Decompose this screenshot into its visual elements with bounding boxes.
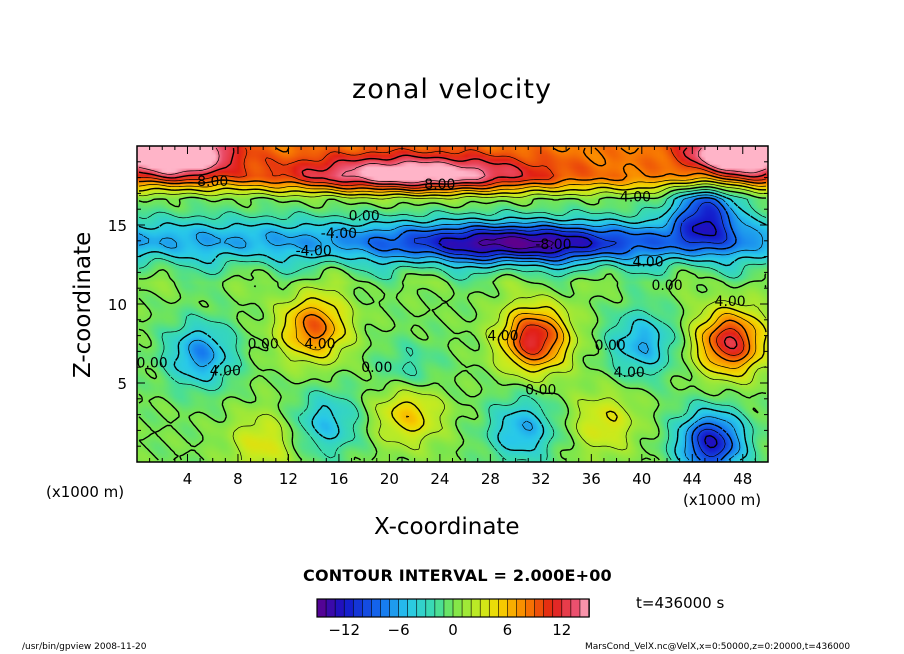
footer-source: MarsCond_VelX.nc@VelX,x=0:50000,z=0:2000… (585, 642, 851, 652)
y-tick-label: 5 (117, 375, 127, 393)
x-tick-label: 44 (683, 470, 702, 488)
x-tick-label: 36 (582, 470, 601, 488)
x-unit-label-left: (x1000 m) (46, 483, 125, 501)
time-label: t=436000 s (636, 594, 725, 612)
footer-command: /usr/bin/gpview 2008-11-20 (22, 642, 147, 652)
colorbar-cell (362, 598, 373, 618)
colorbar-tick-label: −6 (388, 621, 410, 639)
contour-label: 4.00 (715, 294, 746, 310)
contour-line (138, 147, 767, 356)
contour-label: 0.00 (349, 209, 380, 225)
colorbar-cell (543, 598, 554, 618)
contour-line (138, 147, 767, 184)
colorbar-cell (534, 598, 545, 618)
x-unit-label-right: (x1000 m) (683, 491, 762, 509)
colorbar-cell (525, 598, 536, 618)
contour-label: 0.00 (651, 278, 682, 294)
x-tick-label: 24 (430, 470, 449, 488)
colorbar-cell (507, 598, 518, 618)
contour-line (138, 183, 767, 461)
x-tick-label: 12 (279, 470, 298, 488)
contour-line (138, 147, 767, 350)
x-tick-label: 4 (183, 470, 193, 488)
contour-label: 4.00 (487, 329, 518, 345)
contour-label: -4.00 (296, 243, 332, 259)
contour-line (138, 189, 767, 461)
axis-ticks (137, 146, 768, 462)
contour-label: 0.00 (137, 355, 168, 371)
chart-title: zonal velocity (352, 74, 552, 105)
x-tick-label: 32 (531, 470, 550, 488)
contour-line (138, 177, 767, 418)
contour-line (138, 147, 767, 362)
x-tick-label: 40 (632, 470, 651, 488)
contour-line (413, 201, 728, 458)
contour-label: -4.00 (321, 226, 357, 242)
x-tick-label: 28 (481, 470, 500, 488)
colorbar-tick-label: 6 (503, 621, 513, 639)
x-tick-label: 16 (329, 470, 348, 488)
x-tick-label: 8 (233, 470, 243, 488)
colorbar-cell (325, 598, 336, 618)
colorbar-cell (416, 598, 427, 618)
contour-label: 4.00 (210, 363, 241, 379)
colorbar-cell (334, 598, 345, 618)
colorbar: −12 −6 0 6 12 (316, 598, 590, 639)
contour-label: 4.00 (614, 365, 645, 381)
contour-label: -8.00 (535, 237, 571, 253)
colorbar-cell (407, 598, 418, 618)
colorbar-cell (434, 598, 445, 618)
colorbar-cell (579, 598, 590, 618)
colorbar-tick-label: −12 (328, 621, 360, 639)
colorbar-cell (570, 598, 581, 618)
x-tick-label: 48 (733, 470, 752, 488)
colorbar-cell (470, 598, 481, 618)
y-tick-label: 15 (108, 217, 127, 235)
contour-label: 0.00 (595, 338, 626, 354)
colorbar-cell (561, 598, 572, 618)
colorbar-frame (316, 598, 590, 618)
colorbar-cell (343, 598, 355, 618)
contour-label: 4.00 (633, 254, 664, 270)
colorbar-tick-label: 12 (552, 621, 571, 639)
colorbar-cell (398, 598, 409, 618)
colorbar-cell (552, 598, 563, 618)
contour-label: 8.00 (197, 174, 228, 190)
contour-label: 8.00 (424, 177, 455, 193)
colorbar-cell (425, 598, 436, 618)
colorbar-cell (498, 598, 509, 618)
contour-lines (138, 147, 767, 461)
colorbar-cell (316, 598, 327, 618)
colorbar-cell (461, 598, 472, 618)
colorbar-cell (516, 598, 527, 618)
y-tick-label: 10 (108, 296, 127, 314)
contour-line (138, 186, 767, 461)
contour-label: 0.00 (248, 337, 279, 353)
contour-label: 0.00 (525, 382, 556, 398)
colorbar-cell (479, 598, 491, 618)
colorbar-cell (443, 598, 454, 618)
contour-line (367, 197, 737, 461)
contour-line (477, 236, 554, 250)
contour-line (138, 194, 764, 461)
colorbar-cell (452, 598, 463, 618)
x-tick-label: 20 (380, 470, 399, 488)
x-axis-label: X-coordinate (374, 514, 520, 540)
contour-label: 4.00 (304, 337, 335, 353)
contour-interval-label: CONTOUR INTERVAL = 2.000E+00 (303, 566, 612, 585)
contour-label: 4.00 (620, 190, 651, 206)
contour-label: 0.00 (361, 360, 392, 376)
colorbar-cell (389, 598, 400, 618)
contour-line (138, 191, 767, 461)
contour-line (138, 180, 767, 432)
y-axis-label: Z-coordinate (70, 231, 96, 378)
colorbar-cell (380, 598, 391, 618)
colorbar-cell (352, 598, 364, 618)
colorbar-cell (371, 598, 382, 618)
contour-line (438, 220, 718, 449)
colorbar-cell (488, 598, 500, 618)
colorbar-tick-label: 0 (448, 621, 458, 639)
